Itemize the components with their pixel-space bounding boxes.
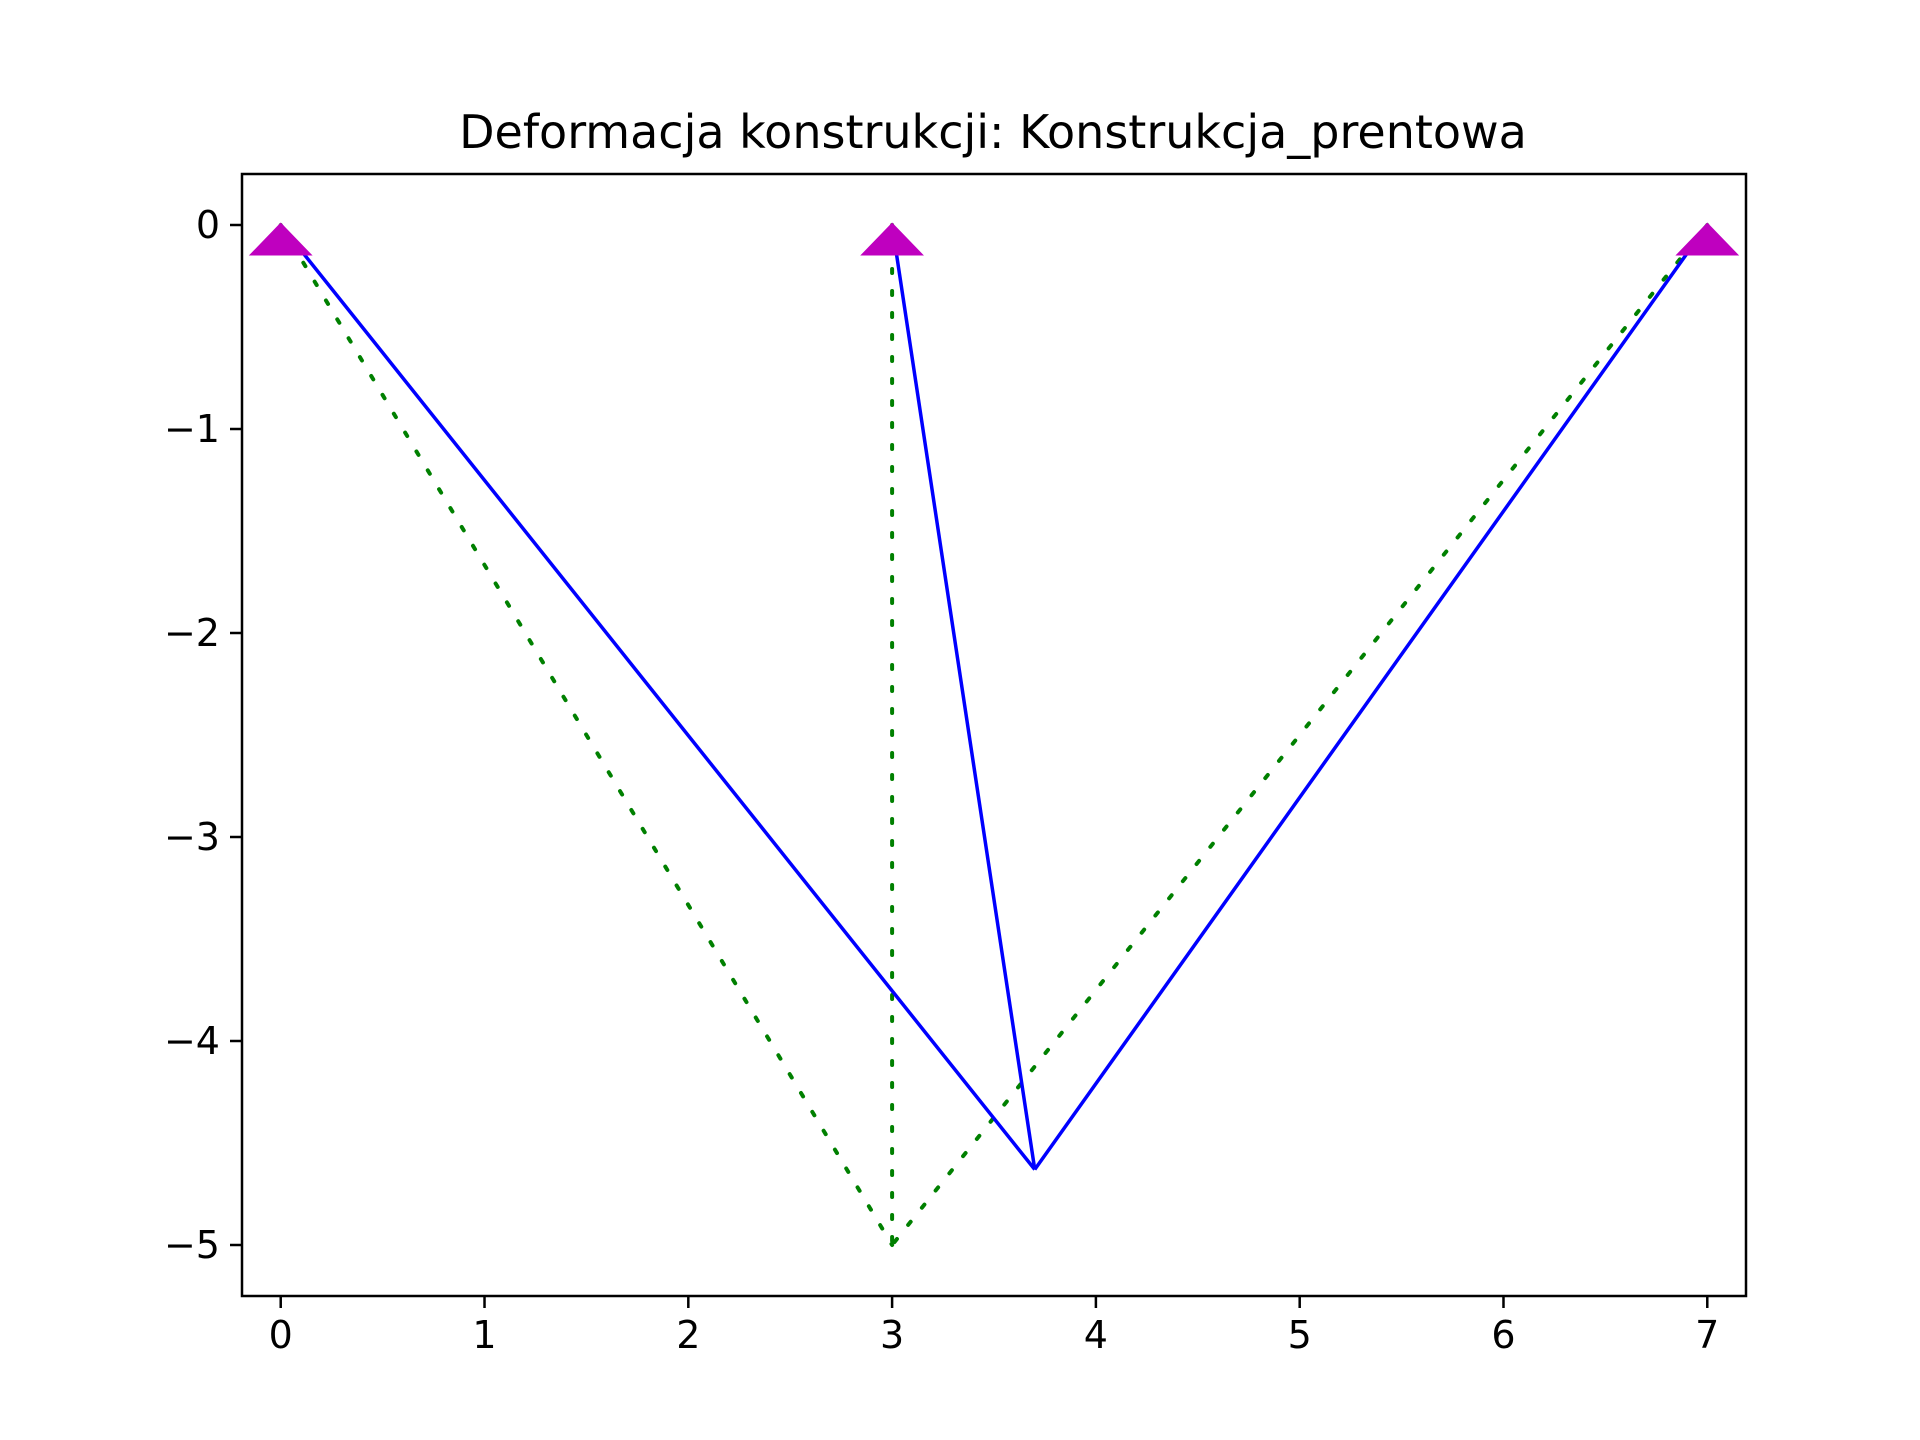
x-tick-label: 6 <box>1491 1313 1515 1357</box>
support-marker-3 <box>1675 222 1740 256</box>
chart-title: Deformacja konstrukcji: Konstrukcja_pren… <box>459 105 1527 159</box>
x-tick-label: 4 <box>1084 1313 1108 1357</box>
deformed-member-1 <box>279 223 1037 1171</box>
support-marker-1 <box>248 222 313 256</box>
undeformed-member-1 <box>278 223 895 1247</box>
y-tick-label: −2 <box>164 611 220 655</box>
axes-frame <box>240 172 1748 1298</box>
x-tick-label: 1 <box>472 1313 496 1357</box>
plot-area <box>248 222 1740 1247</box>
x-tick-label: 0 <box>269 1313 293 1357</box>
y-tick-label: −4 <box>164 1019 220 1063</box>
x-tick-label: 3 <box>880 1313 904 1357</box>
y-tick-label: −3 <box>164 815 220 859</box>
y-tick-label: −5 <box>164 1223 220 1267</box>
x-tick-label: 2 <box>676 1313 700 1357</box>
y-tick-label: 0 <box>196 203 220 247</box>
support-marker-2 <box>860 222 924 256</box>
x-tick-label: 7 <box>1695 1313 1719 1357</box>
deformed-member-3 <box>1033 223 1709 1171</box>
x-tick-label: 5 <box>1288 1313 1312 1357</box>
y-tick-label: −1 <box>164 407 220 451</box>
deformed-member-2 <box>890 224 1037 1170</box>
axes: 0 1 2 3 4 5 6 7 0 −1 −2 −3 −4 −5 <box>164 172 1748 1357</box>
